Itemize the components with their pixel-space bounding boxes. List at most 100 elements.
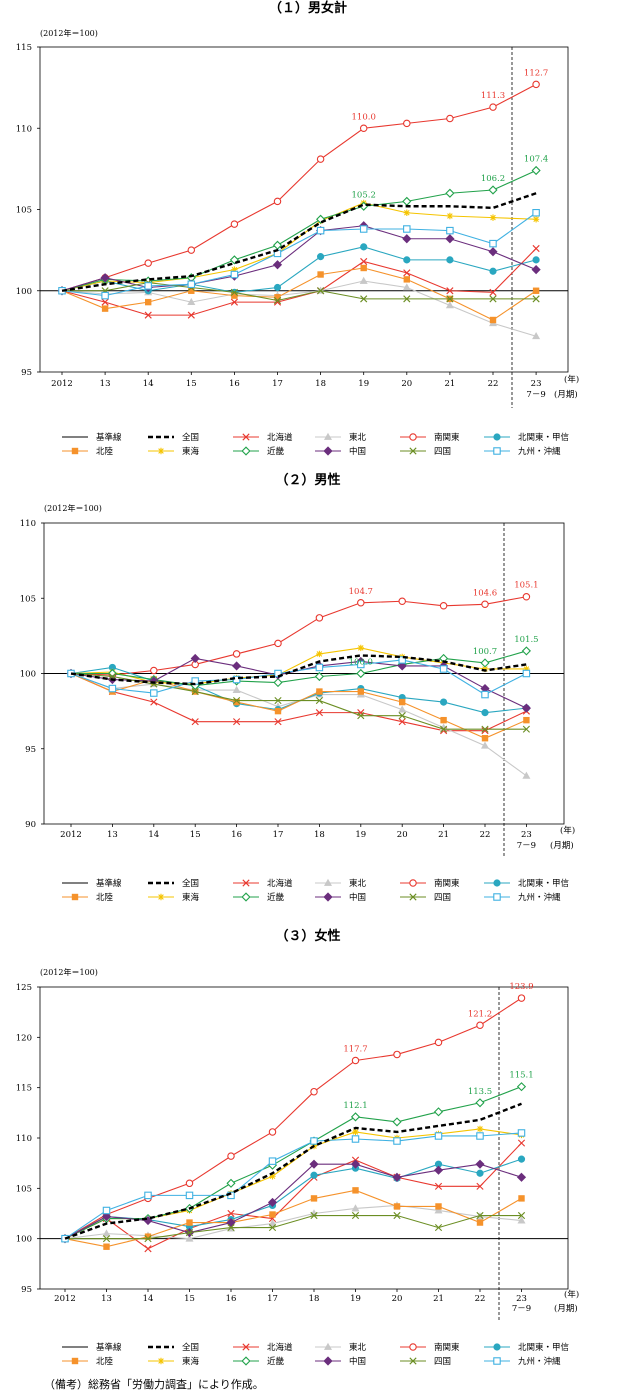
x-axis-label: (年) xyxy=(564,374,579,385)
data-point-kinki xyxy=(445,188,455,198)
data-point-kyushu_okinawa xyxy=(403,225,411,233)
legend-label: 東北 xyxy=(349,878,367,889)
x-tick-label: 17 xyxy=(272,379,283,389)
y-tick-label: 95 xyxy=(25,745,36,755)
data-point-chugoku xyxy=(516,1172,527,1182)
data-point-minami_kanto xyxy=(268,1128,277,1136)
series-minami_kanto xyxy=(67,592,531,679)
x-axis-sublabel: (月期) xyxy=(554,389,578,400)
series-line-chugoku xyxy=(64,1163,522,1240)
data-point-shikoku xyxy=(440,725,448,733)
x-tick-label: 19 xyxy=(358,379,369,389)
series-line-chugoku xyxy=(61,225,537,292)
legend-marker-kinki xyxy=(241,446,251,456)
legend-label: 北海道 xyxy=(267,432,293,443)
data-point-kyushu_okinawa xyxy=(144,1191,152,1200)
data-point-kyushu_okinawa xyxy=(230,270,239,279)
x-tick-sublabel: 7－9 xyxy=(526,390,545,400)
data-point-hokuriku xyxy=(101,305,109,312)
series-line-minami_kanto xyxy=(61,83,537,292)
x-tick-label: 14 xyxy=(148,830,159,840)
data-point-kyushu_okinawa xyxy=(359,225,368,233)
x-tick-label: 20 xyxy=(392,1294,403,1304)
data-point-chugoku xyxy=(445,234,455,244)
data-point-kyushu_okinawa xyxy=(101,291,109,300)
data-point-chugoku xyxy=(226,1217,236,1228)
y-tick-label: 115 xyxy=(16,1084,32,1094)
data-point-minami_kanto xyxy=(357,599,365,607)
chart-1: （１）男女計 (2012年＝100) 95 100 105 110 115 2012 13 14 1… xyxy=(16,0,579,457)
data-point-hokkaido xyxy=(481,727,489,735)
data-label-minami_kanto: 104.6 xyxy=(473,588,497,598)
data-label-minami_kanto: 112.7 xyxy=(524,68,548,78)
legend-item-hokkaido: 北海道 xyxy=(233,1342,293,1353)
data-point-chugoku xyxy=(232,661,242,671)
series-line-national xyxy=(61,192,537,292)
legend-label: 北陸 xyxy=(96,446,114,457)
data-point-tokai xyxy=(481,665,489,673)
data-point-tohoku xyxy=(187,297,196,306)
legend-label: 北関東・甲信 xyxy=(518,878,570,889)
series-kita_kanto_koshin xyxy=(61,1155,526,1243)
series-kita_kanto_koshin xyxy=(58,243,540,296)
data-point-kita_kanto_koshin xyxy=(403,256,411,264)
data-point-hokuriku xyxy=(523,716,530,724)
data-point-hokuriku xyxy=(144,1233,152,1240)
data-point-chugoku xyxy=(531,265,541,275)
data-point-minami_kanto xyxy=(150,666,158,675)
y-tick-label: 110 xyxy=(20,519,36,529)
data-point-kyushu_okinawa xyxy=(102,1206,111,1215)
legend-item-chugoku: 中国 xyxy=(315,1356,366,1367)
series-kinki xyxy=(66,646,531,691)
series-minami_kanto xyxy=(61,994,526,1243)
data-label-kinki: 106.2 xyxy=(481,174,505,184)
y-tick-label: 100 xyxy=(16,1235,32,1245)
data-label-kinki: 113.5 xyxy=(468,1087,492,1097)
data-point-hokkaido xyxy=(150,698,158,706)
data-point-kita_kanto_koshin xyxy=(439,698,448,706)
data-point-tokai xyxy=(316,650,323,658)
data-point-hokkaido xyxy=(398,718,406,726)
data-point-kita_kanto_koshin xyxy=(360,243,368,251)
data-point-chugoku xyxy=(521,703,531,713)
data-point-tokai xyxy=(523,665,530,673)
legend-label: 北海道 xyxy=(267,1342,293,1353)
data-point-minami_kanto xyxy=(403,119,411,128)
legend-label: 北陸 xyxy=(96,892,114,903)
legend-label: 中国 xyxy=(349,892,366,903)
series-line-kinki xyxy=(71,650,527,687)
data-point-tohoku xyxy=(532,332,541,340)
x-axis-sublabel: (月期) xyxy=(554,1303,578,1314)
series-line-minami_kanto xyxy=(70,596,527,676)
series-line-kyushu_okinawa xyxy=(64,1132,522,1240)
data-point-tokai xyxy=(269,1173,276,1180)
data-label-minami_kanto: 121.2 xyxy=(468,1009,492,1019)
data-point-shikoku xyxy=(191,687,199,696)
data-point-hokkaido xyxy=(315,709,323,717)
data-point-minami_kanto xyxy=(439,602,448,610)
x-tick-label: 18 xyxy=(314,830,325,840)
data-point-hokuriku xyxy=(518,1195,525,1202)
legend-item-tokai: 東海 xyxy=(148,1356,200,1367)
data-point-kinki xyxy=(516,1082,527,1092)
y-tick-label: 95 xyxy=(21,368,32,378)
legend-item-minami_kanto: 南関東 xyxy=(400,1342,460,1353)
data-point-hokuriku xyxy=(233,698,240,706)
y-tick-label: 105 xyxy=(20,594,36,604)
legend-label: 東海 xyxy=(182,446,200,457)
chart-title: （２）男性 xyxy=(275,472,340,488)
legend-marker-hokuriku xyxy=(71,447,79,455)
data-point-hokuriku xyxy=(360,264,367,272)
series-line-kyushu_okinawa xyxy=(70,659,527,696)
x-tick-label: 13 xyxy=(107,830,118,840)
data-point-hokuriku xyxy=(403,276,410,283)
data-point-shikoku xyxy=(144,1235,152,1243)
legend-marker-kyushu_okinawa xyxy=(493,1357,501,1365)
legend-item-kinki: 近畿 xyxy=(233,1356,285,1367)
legend-marker-kyushu_okinawa xyxy=(493,447,501,455)
series-chugoku xyxy=(60,1159,527,1244)
legend-marker-kinki xyxy=(241,1356,251,1366)
legend-label: 九州・沖縄 xyxy=(518,1356,561,1367)
data-label-kinki: 105.2 xyxy=(352,190,376,200)
data-point-hokkaido xyxy=(144,1245,152,1253)
